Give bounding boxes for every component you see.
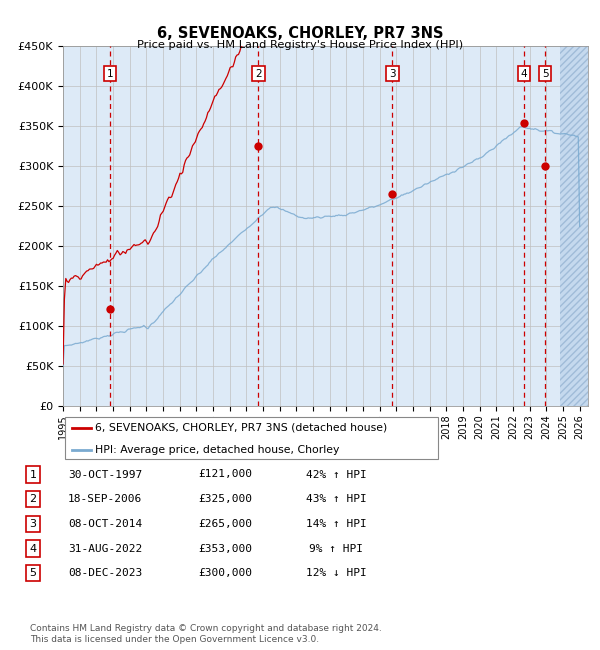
Text: £121,000: £121,000 xyxy=(198,469,252,480)
Text: 12% ↓ HPI: 12% ↓ HPI xyxy=(305,568,367,578)
Text: Contains HM Land Registry data © Crown copyright and database right 2024.
This d: Contains HM Land Registry data © Crown c… xyxy=(30,624,382,644)
Text: HPI: Average price, detached house, Chorley: HPI: Average price, detached house, Chor… xyxy=(95,445,340,455)
FancyBboxPatch shape xyxy=(65,417,439,459)
Text: £325,000: £325,000 xyxy=(198,494,252,504)
Text: 3: 3 xyxy=(389,68,396,79)
Text: Price paid vs. HM Land Registry's House Price Index (HPI): Price paid vs. HM Land Registry's House … xyxy=(137,40,463,50)
Text: 1: 1 xyxy=(107,68,113,79)
Text: 4: 4 xyxy=(521,68,527,79)
Text: £300,000: £300,000 xyxy=(198,568,252,578)
Text: 08-OCT-2014: 08-OCT-2014 xyxy=(68,519,142,529)
Text: 2: 2 xyxy=(255,68,262,79)
Text: 2: 2 xyxy=(29,494,37,504)
Text: 30-OCT-1997: 30-OCT-1997 xyxy=(68,469,142,480)
Text: 5: 5 xyxy=(542,68,548,79)
Text: 9% ↑ HPI: 9% ↑ HPI xyxy=(309,543,363,554)
Text: 43% ↑ HPI: 43% ↑ HPI xyxy=(305,494,367,504)
Text: 6, SEVENOAKS, CHORLEY, PR7 3NS (detached house): 6, SEVENOAKS, CHORLEY, PR7 3NS (detached… xyxy=(95,422,388,433)
Text: 5: 5 xyxy=(29,568,37,578)
Text: 14% ↑ HPI: 14% ↑ HPI xyxy=(305,519,367,529)
Text: 42% ↑ HPI: 42% ↑ HPI xyxy=(305,469,367,480)
Text: 31-AUG-2022: 31-AUG-2022 xyxy=(68,543,142,554)
Text: 1: 1 xyxy=(29,469,37,480)
Text: 4: 4 xyxy=(29,543,37,554)
Text: 08-DEC-2023: 08-DEC-2023 xyxy=(68,568,142,578)
Text: 6, SEVENOAKS, CHORLEY, PR7 3NS: 6, SEVENOAKS, CHORLEY, PR7 3NS xyxy=(157,26,443,41)
Text: 3: 3 xyxy=(29,519,37,529)
Text: £265,000: £265,000 xyxy=(198,519,252,529)
Text: £353,000: £353,000 xyxy=(198,543,252,554)
Bar xyxy=(560,46,588,406)
Text: 18-SEP-2006: 18-SEP-2006 xyxy=(68,494,142,504)
